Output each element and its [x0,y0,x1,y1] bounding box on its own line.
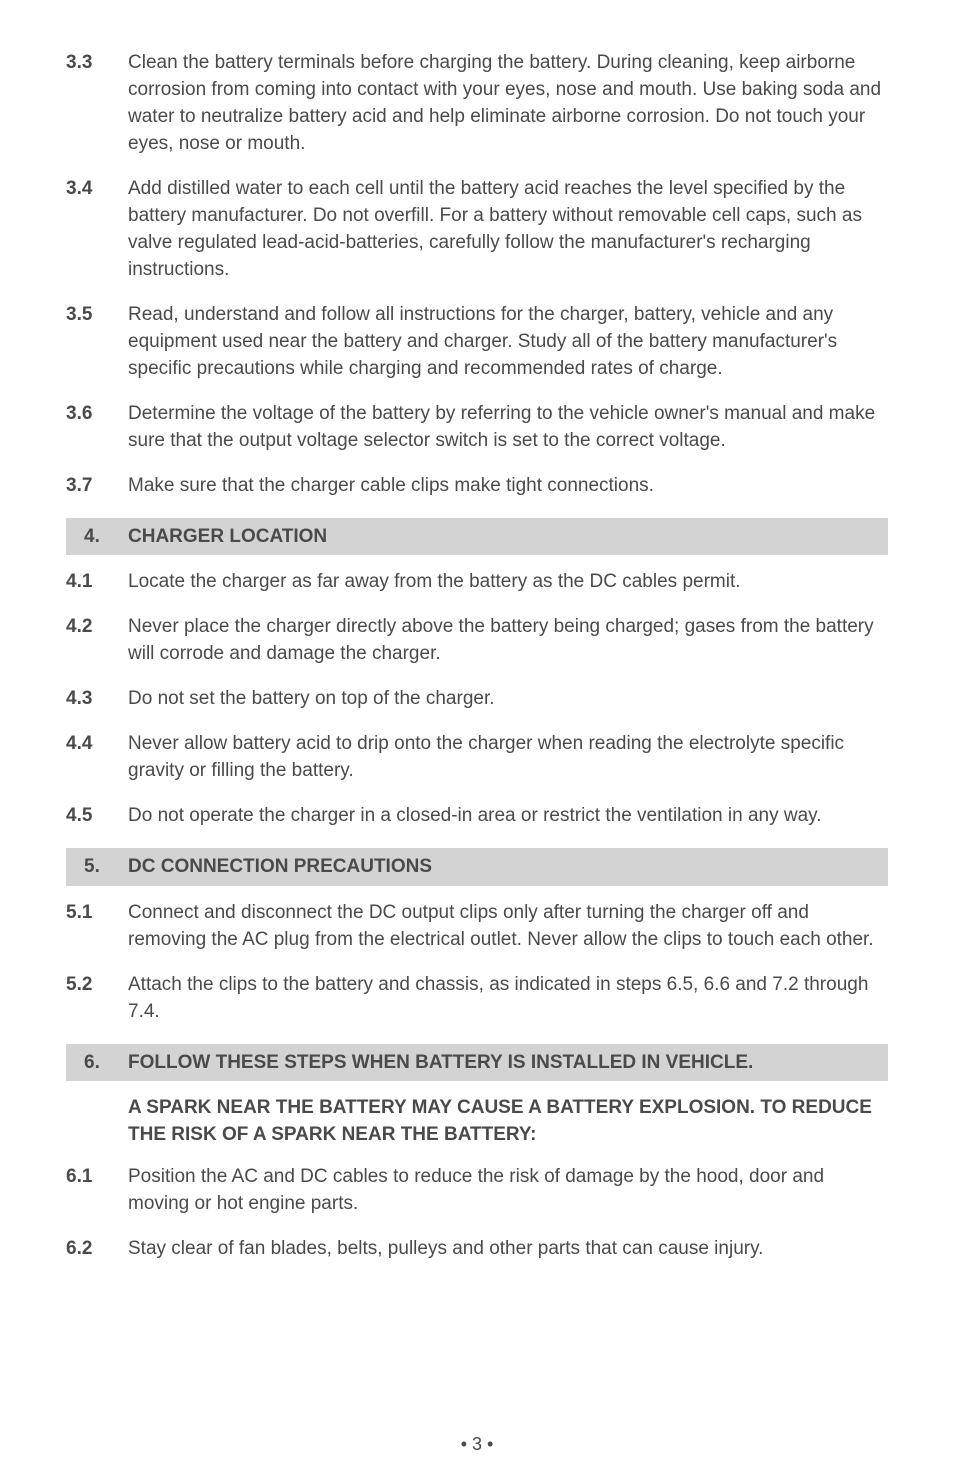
manual-page: 3.3 Clean the battery terminals before c… [0,0,954,1475]
section-title: FOLLOW THESE STEPS WHEN BATTERY IS INSTA… [128,1050,880,1076]
section-header-5: 5. DC CONNECTION PRECAUTIONS [66,848,888,886]
instruction-item: 5.1 Connect and disconnect the DC output… [66,900,888,954]
instruction-item: 4.4 Never allow battery acid to drip ont… [66,731,888,785]
instruction-item: 3.3 Clean the battery terminals before c… [66,50,888,158]
instruction-item: 4.3 Do not set the battery on top of the… [66,686,888,713]
item-text: Position the AC and DC cables to reduce … [128,1164,888,1218]
item-number: 6.2 [66,1236,128,1263]
section-number: 5. [74,854,128,880]
instruction-item: 6.1 Position the AC and DC cables to red… [66,1164,888,1218]
item-text: Locate the charger as far away from the … [128,569,888,596]
instruction-item: 3.6 Determine the voltage of the battery… [66,401,888,455]
item-text: Clean the battery terminals before charg… [128,50,888,158]
instruction-item: 4.5 Do not operate the charger in a clos… [66,803,888,830]
item-text: Read, understand and follow all instruct… [128,302,888,383]
item-number: 6.1 [66,1164,128,1218]
section-number: 6. [74,1050,128,1076]
instruction-item: 6.2 Stay clear of fan blades, belts, pul… [66,1236,888,1263]
item-text: Never allow battery acid to drip onto th… [128,731,888,785]
item-number: 3.4 [66,176,128,284]
item-number: 3.3 [66,50,128,158]
section-title: DC CONNECTION PRECAUTIONS [128,854,880,880]
warning-text: A SPARK NEAR THE BATTERY MAY CAUSE A BAT… [128,1095,888,1148]
instruction-item: 4.1 Locate the charger as far away from … [66,569,888,596]
instruction-item: 4.2 Never place the charger directly abo… [66,614,888,668]
item-number: 4.2 [66,614,128,668]
item-number: 4.3 [66,686,128,713]
item-number: 3.5 [66,302,128,383]
item-number: 5.2 [66,972,128,1026]
item-text: Determine the voltage of the battery by … [128,401,888,455]
item-text: Do not operate the charger in a closed-i… [128,803,888,830]
section-number: 4. [74,524,128,550]
section-header-6: 6. FOLLOW THESE STEPS WHEN BATTERY IS IN… [66,1044,888,1082]
item-number: 4.5 [66,803,128,830]
page-number: • 3 • [0,1434,954,1455]
item-number: 4.4 [66,731,128,785]
section-header-4: 4. CHARGER LOCATION [66,518,888,556]
section-title: CHARGER LOCATION [128,524,880,550]
instruction-item: 3.4 Add distilled water to each cell unt… [66,176,888,284]
item-text: Stay clear of fan blades, belts, pulleys… [128,1236,888,1263]
item-text: Attach the clips to the battery and chas… [128,972,888,1026]
instruction-item: 3.7 Make sure that the charger cable cli… [66,473,888,500]
instruction-item: 3.5 Read, understand and follow all inst… [66,302,888,383]
item-text: Make sure that the charger cable clips m… [128,473,888,500]
item-text: Add distilled water to each cell until t… [128,176,888,284]
item-text: Connect and disconnect the DC output cli… [128,900,888,954]
instruction-item: 5.2 Attach the clips to the battery and … [66,972,888,1026]
item-number: 3.7 [66,473,128,500]
item-number: 3.6 [66,401,128,455]
item-number: 4.1 [66,569,128,596]
item-number: 5.1 [66,900,128,954]
item-text: Do not set the battery on top of the cha… [128,686,888,713]
item-text: Never place the charger directly above t… [128,614,888,668]
